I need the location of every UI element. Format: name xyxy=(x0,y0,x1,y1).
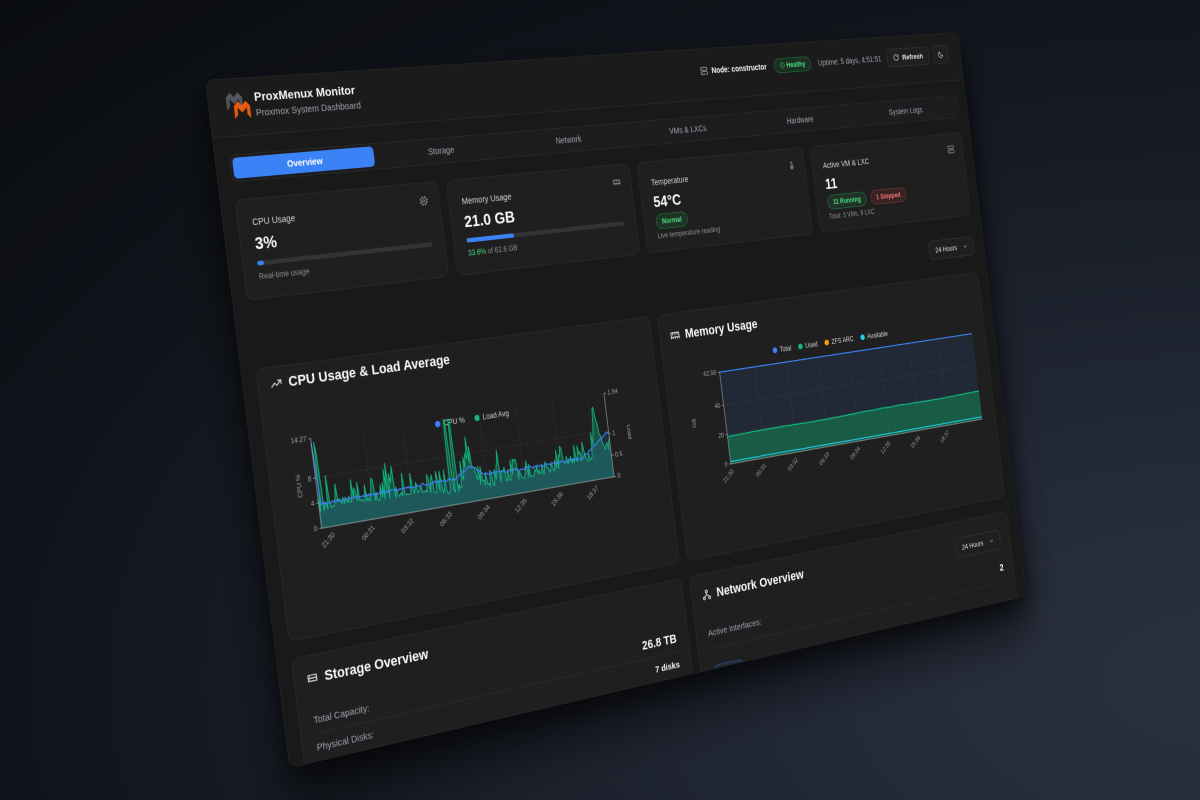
svg-text:12:35: 12:35 xyxy=(514,497,529,515)
svg-text:18:37: 18:37 xyxy=(939,429,951,445)
svg-text:06:33: 06:33 xyxy=(818,451,830,467)
svg-text:15:36: 15:36 xyxy=(910,434,922,450)
svg-text:18:37: 18:37 xyxy=(586,484,600,501)
svg-text:00:31: 00:31 xyxy=(361,524,377,543)
svg-text:0: 0 xyxy=(314,525,319,534)
svg-text:1.94: 1.94 xyxy=(607,388,618,397)
svg-text:0.5: 0.5 xyxy=(614,450,622,459)
svg-text:15:36: 15:36 xyxy=(550,490,564,508)
svg-text:06:33: 06:33 xyxy=(439,510,454,528)
svg-text:4: 4 xyxy=(311,500,316,509)
svg-text:21:30: 21:30 xyxy=(320,531,336,550)
svg-text:1: 1 xyxy=(612,429,616,437)
svg-text:0: 0 xyxy=(724,461,728,469)
svg-text:CPU %: CPU % xyxy=(294,473,304,498)
svg-text:03:32: 03:32 xyxy=(400,517,416,535)
svg-text:Load: Load xyxy=(625,424,633,440)
svg-text:0: 0 xyxy=(617,472,621,480)
svg-text:8: 8 xyxy=(307,475,312,484)
svg-text:14.27: 14.27 xyxy=(290,435,307,445)
svg-text:09:34: 09:34 xyxy=(849,445,861,461)
svg-text:03:32: 03:32 xyxy=(787,456,800,472)
svg-text:GB: GB xyxy=(691,418,698,429)
svg-text:40: 40 xyxy=(714,402,721,410)
svg-text:62.56: 62.56 xyxy=(703,369,717,378)
svg-text:20: 20 xyxy=(718,432,725,440)
svg-text:09:34: 09:34 xyxy=(476,503,491,521)
svg-text:21:30: 21:30 xyxy=(722,468,735,485)
svg-text:12:35: 12:35 xyxy=(880,440,892,456)
svg-text:00:31: 00:31 xyxy=(755,462,768,479)
